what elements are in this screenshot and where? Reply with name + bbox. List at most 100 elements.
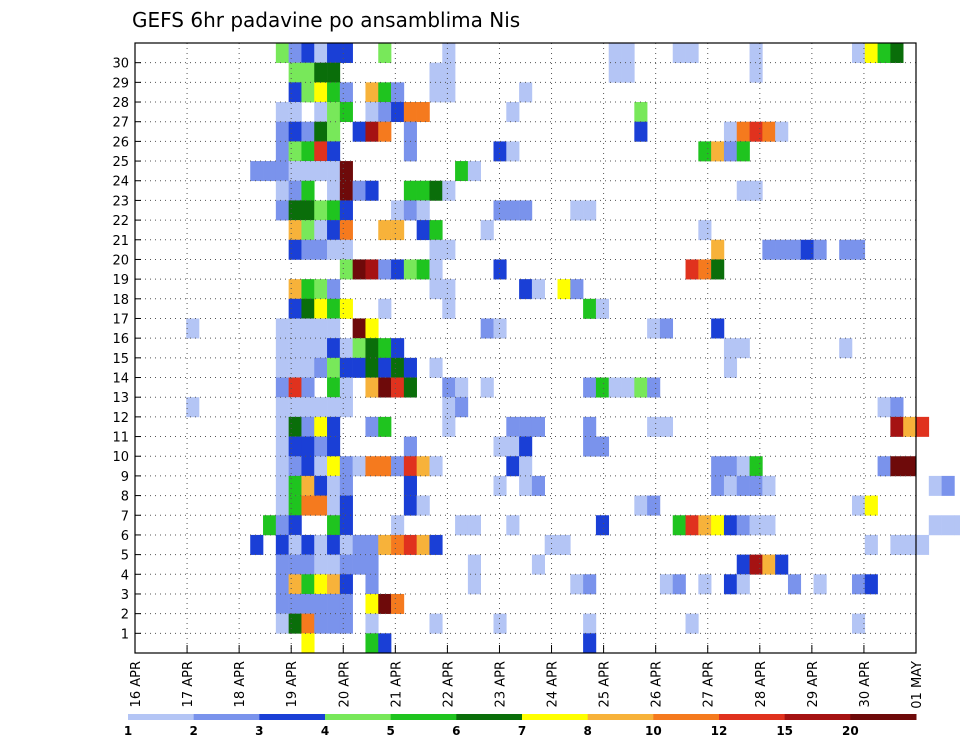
heatmap-cell: [275, 436, 289, 457]
heatmap-cell: [339, 102, 353, 123]
heatmap-cell: [416, 456, 430, 477]
heatmap-cell: [736, 456, 750, 477]
legend-label: 20: [842, 724, 859, 738]
heatmap-cell: [352, 180, 366, 201]
heatmap-cell: [288, 141, 302, 162]
heatmap-cell: [391, 377, 405, 398]
heatmap-cell: [455, 515, 469, 536]
heatmap-cell: [327, 613, 341, 634]
heatmap-cell: [839, 338, 853, 359]
x-tick-label: 01 MAY: [910, 661, 925, 709]
legend-label: 15: [776, 724, 793, 738]
heatmap-cell: [288, 338, 302, 359]
heatmap-cell: [711, 475, 725, 496]
x-tick-label: 19 APR: [285, 661, 300, 707]
heatmap-cell: [378, 259, 392, 280]
heatmap-cell: [288, 495, 302, 516]
heatmap-cell: [391, 456, 405, 477]
heatmap-cell: [327, 377, 341, 398]
heatmap-cell: [954, 515, 960, 536]
heatmap-cell: [365, 534, 379, 555]
heatmap-cell: [327, 82, 341, 103]
heatmap-cell: [723, 475, 738, 496]
heatmap-cell: [890, 534, 904, 555]
heatmap-cell: [685, 259, 699, 280]
heatmap-cell: [391, 515, 405, 536]
heatmap-cell: [365, 593, 379, 614]
heatmap-cell: [813, 239, 827, 260]
heatmap-cell: [775, 121, 789, 142]
heatmap-cell: [621, 377, 635, 398]
heatmap-cell: [365, 180, 379, 201]
heatmap-cell: [583, 377, 597, 398]
heatmap-cell: [275, 534, 289, 555]
heatmap-cell: [301, 200, 315, 221]
heatmap-cell: [659, 318, 674, 339]
heatmap-cell: [941, 475, 955, 496]
heatmap-cell: [519, 475, 533, 496]
heatmap-cell: [339, 593, 353, 614]
y-tick-label: 28: [112, 96, 129, 111]
heatmap-cell: [186, 397, 200, 418]
plot-frame: [134, 42, 917, 654]
heatmap-cell: [301, 554, 315, 575]
heatmap-cell: [352, 456, 366, 477]
heatmap-cell: [301, 357, 315, 378]
legend-swatch: [587, 714, 654, 720]
legend-swatch: [784, 714, 851, 720]
heatmap-cell: [365, 574, 379, 595]
y-tick-label: 25: [112, 155, 129, 170]
y-tick-label: 11: [112, 431, 129, 446]
heatmap-cell: [429, 220, 443, 241]
y-tick-label: 26: [112, 135, 129, 150]
heatmap-cell: [916, 416, 930, 437]
heatmap-cell: [288, 318, 302, 339]
heatmap-cell: [186, 318, 200, 339]
heatmap-cell: [442, 397, 456, 418]
heatmap-cell: [301, 338, 315, 359]
heatmap-cell: [634, 121, 648, 142]
heatmap-cell: [442, 82, 456, 103]
heatmap-cell: [301, 475, 315, 496]
heatmap-cell: [314, 220, 328, 241]
heatmap-cell: [864, 495, 878, 516]
legend-label: 6: [452, 724, 460, 738]
y-tick-label: 4: [121, 568, 129, 583]
heatmap-cell: [301, 436, 315, 457]
heatmap-cell: [339, 298, 353, 319]
heatmap-cell: [698, 515, 712, 536]
heatmap-cell: [314, 593, 328, 614]
heatmap-cell: [314, 43, 328, 63]
heatmap-cell: [685, 613, 699, 634]
heatmap-cell: [275, 180, 289, 201]
y-tick-label: 17: [112, 312, 129, 327]
y-tick-label: 18: [112, 293, 129, 308]
heatmap-cell: [391, 220, 405, 241]
heatmap-cell: [506, 436, 520, 457]
heatmap-cell: [442, 377, 456, 398]
y-tick-label: 14: [112, 372, 129, 387]
y-tick-label: 30: [112, 57, 129, 72]
heatmap-cell: [736, 121, 750, 142]
heatmap-cell: [429, 279, 443, 300]
heatmap-cell: [429, 534, 443, 555]
heatmap-cell: [416, 495, 430, 516]
heatmap-cell: [365, 456, 379, 477]
heatmap-cell: [583, 200, 597, 221]
heatmap-cell: [442, 279, 456, 300]
heatmap-cell: [749, 475, 763, 496]
heatmap-cell: [339, 161, 353, 182]
heatmap-cell: [403, 121, 417, 142]
legend-label: 5: [386, 724, 394, 738]
heatmap-cell: [327, 338, 341, 359]
heatmap-cell: [429, 82, 443, 103]
heatmap-cell: [864, 534, 878, 555]
y-tick-label: 21: [112, 234, 129, 249]
heatmap-cell: [749, 456, 763, 477]
heatmap-cell: [301, 377, 315, 398]
heatmap-cell: [378, 220, 392, 241]
heatmap-cell: [429, 613, 443, 634]
heatmap-cell: [531, 416, 545, 437]
heatmap-cell: [378, 633, 392, 654]
heatmap-cell: [851, 613, 866, 634]
